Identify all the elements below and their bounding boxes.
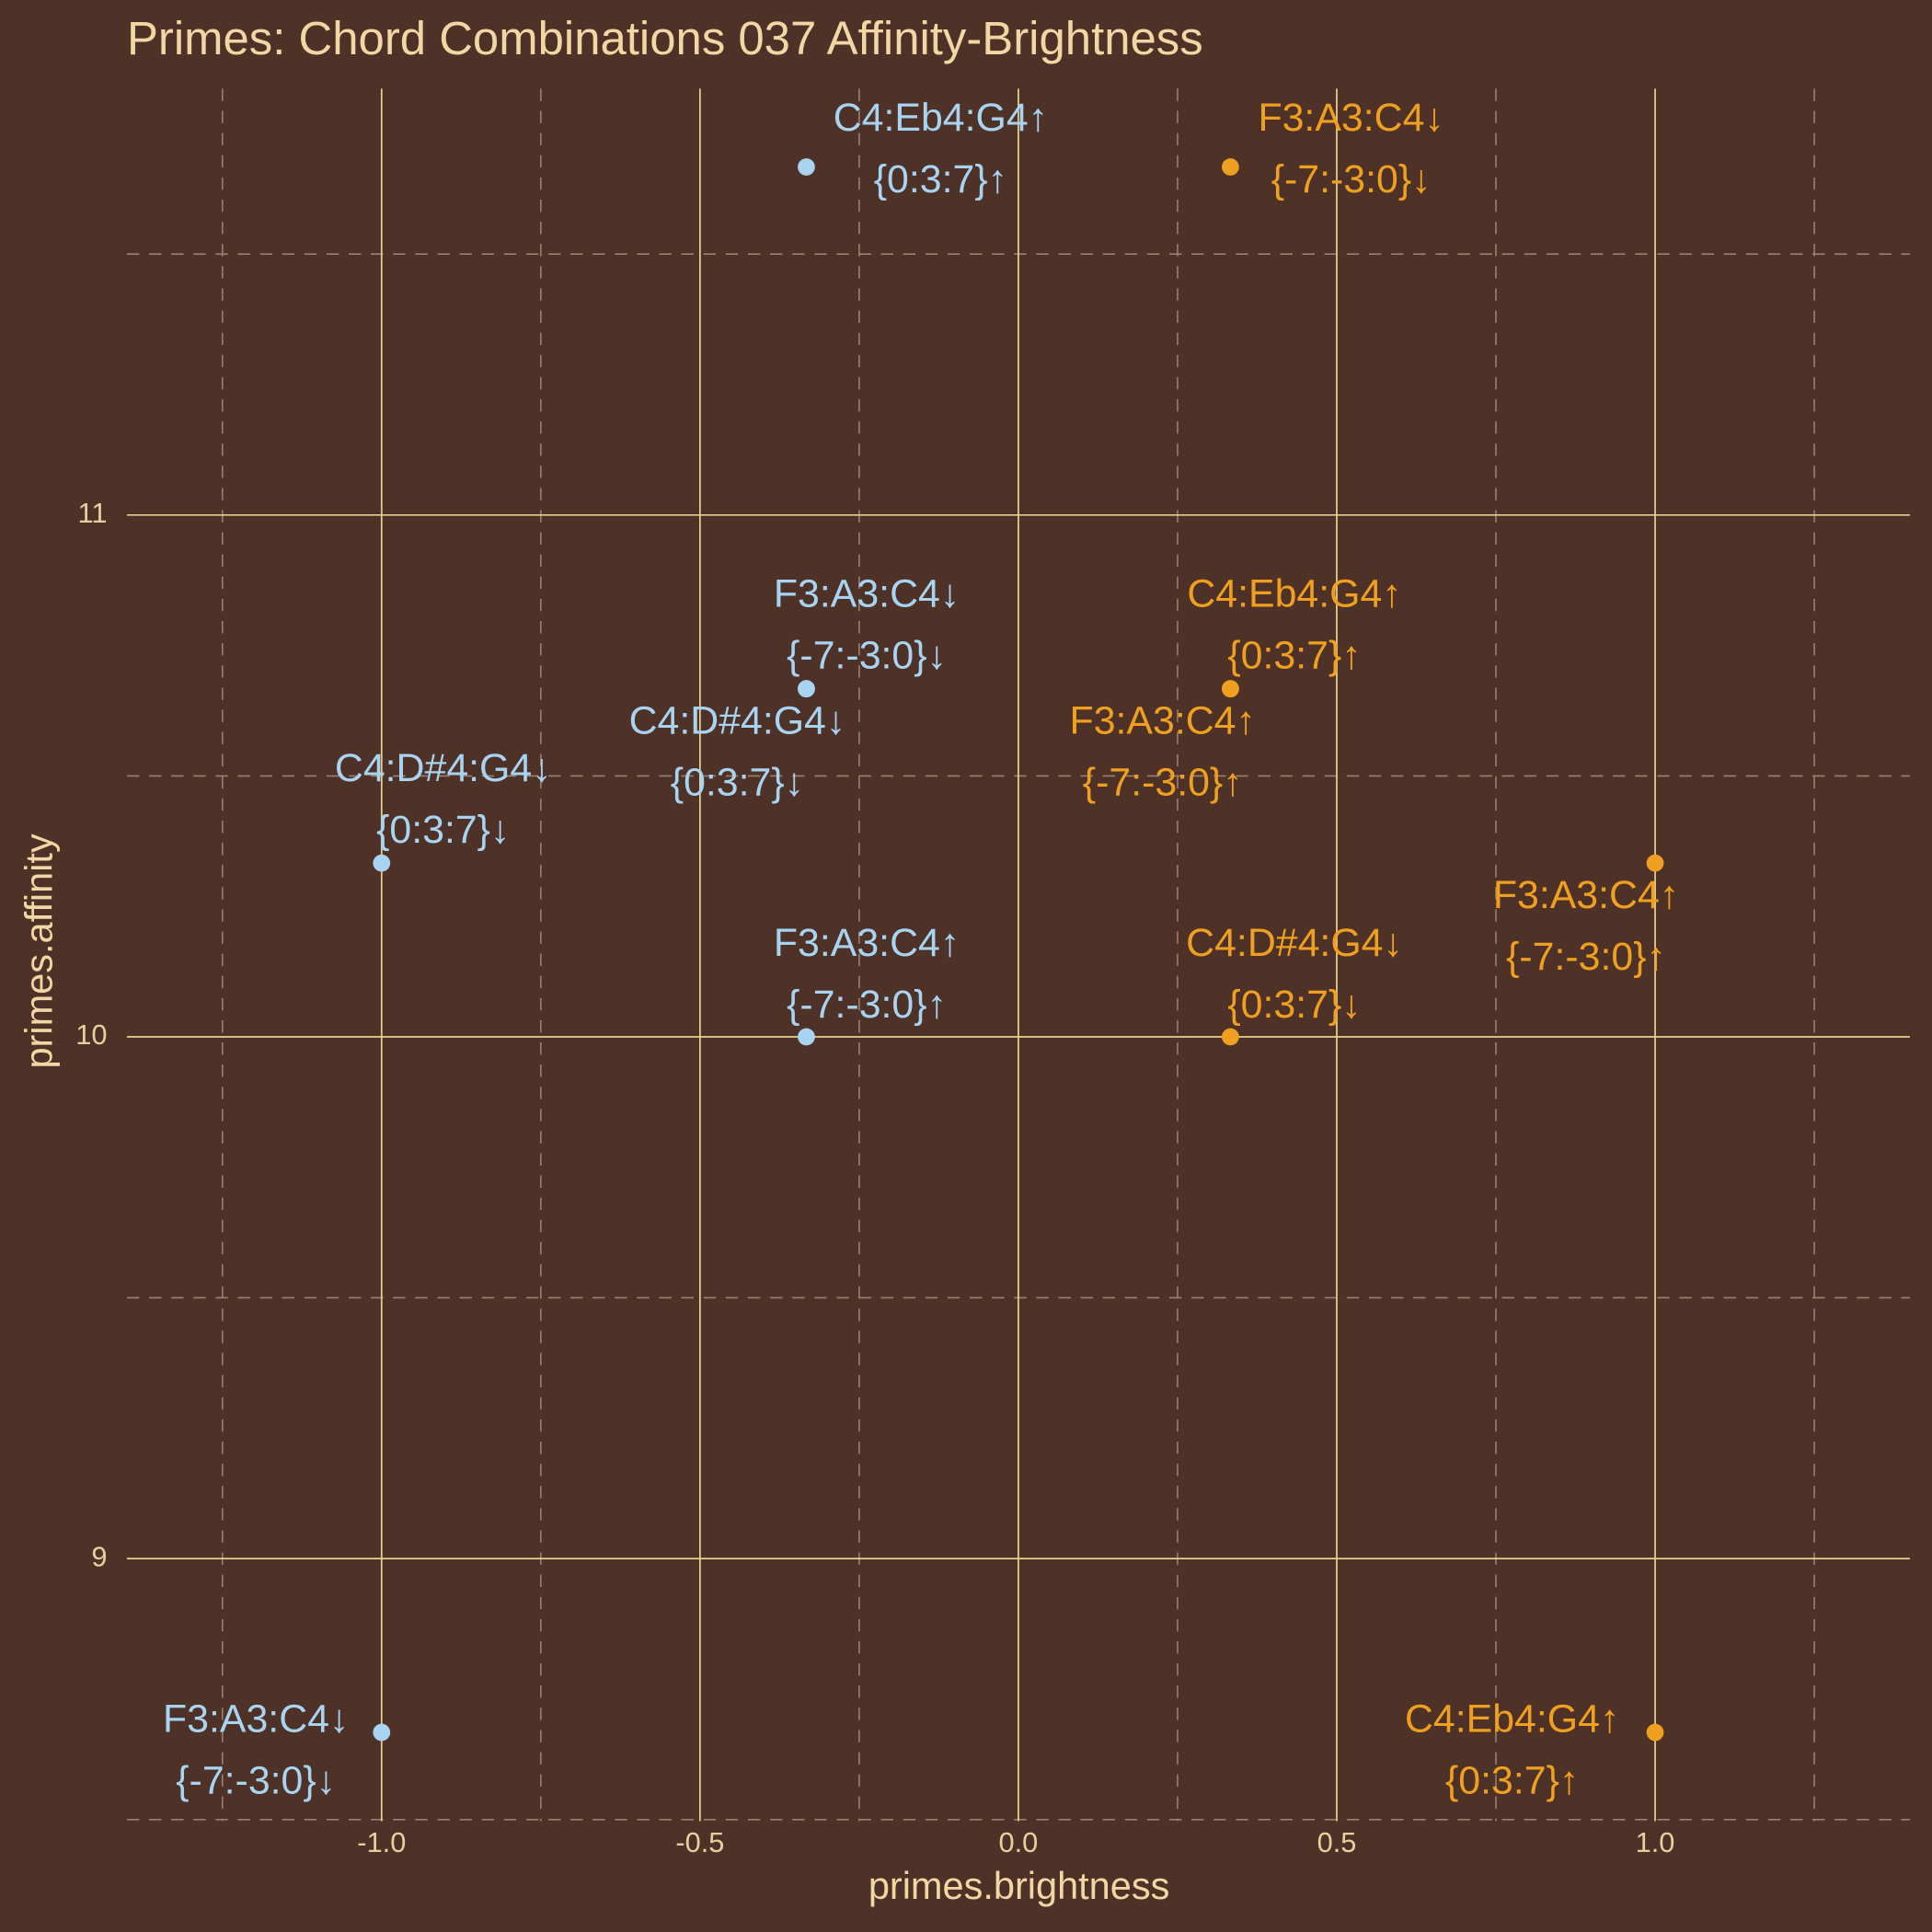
point (1222, 158, 1239, 176)
point-label: C4:D#4:G4↓ (1186, 921, 1403, 965)
point (1222, 1028, 1239, 1046)
point-label: C4:Eb4:G4↑ (1187, 572, 1401, 616)
point-label: F3:A3:C4↓ (1258, 96, 1443, 140)
point (798, 158, 815, 176)
point-label: {-7:-3:0}↓ (1271, 157, 1432, 201)
point-label: F3:A3:C4↑ (1070, 698, 1256, 742)
point (1646, 1723, 1664, 1742)
point-label: {0:3:7}↓ (671, 760, 804, 804)
point-label: {0:3:7}↓ (1227, 983, 1361, 1027)
point-label: C4:Eb4:G4↑ (1405, 1696, 1619, 1741)
point-label: F3:A3:C4↓ (774, 572, 960, 616)
point-label: C4:D#4:G4↓ (629, 698, 846, 742)
y-tick-label: 9 (91, 1540, 107, 1572)
point-label: {0:3:7}↑ (874, 157, 1007, 201)
point (798, 1028, 815, 1046)
point-label: {-7:-3:0}↑ (787, 983, 947, 1027)
x-axis-title: primes.brightness (868, 1864, 1170, 1907)
point-label: {-7:-3:0}↓ (787, 634, 947, 678)
point (1646, 854, 1664, 872)
point-label: {0:3:7}↓ (376, 808, 510, 852)
point (798, 680, 815, 698)
x-tick-label: -1.0 (357, 1826, 406, 1858)
point-label: C4:D#4:G4↓ (335, 746, 552, 790)
point-label: {0:3:7}↑ (1445, 1758, 1579, 1802)
x-tick-label: -0.5 (675, 1826, 724, 1858)
point-label: {-7:-3:0}↓ (176, 1758, 336, 1802)
point-label: {-7:-3:0}↑ (1506, 935, 1666, 979)
point (373, 1723, 391, 1742)
point-label: {-7:-3:0}↑ (1083, 760, 1243, 804)
x-tick-label: 0.5 (1317, 1826, 1357, 1858)
point-label: C4:Eb4:G4↑ (834, 96, 1048, 140)
y-axis-title: primes.affinity (17, 834, 61, 1068)
x-tick-label: 0.0 (999, 1826, 1039, 1858)
x-tick-label: 1.0 (1636, 1826, 1675, 1858)
y-tick-label: 10 (75, 1018, 107, 1051)
point (1222, 680, 1239, 698)
point-label: F3:A3:C4↓ (163, 1696, 349, 1741)
point-label: F3:A3:C4↑ (1493, 873, 1679, 917)
y-tick-label: 11 (78, 497, 108, 529)
point (373, 854, 391, 872)
point-label: F3:A3:C4↑ (774, 921, 960, 965)
chart-title: Primes: Chord Combinations 037 Affinity-… (127, 12, 1203, 64)
point-label: {0:3:7}↑ (1227, 634, 1361, 678)
